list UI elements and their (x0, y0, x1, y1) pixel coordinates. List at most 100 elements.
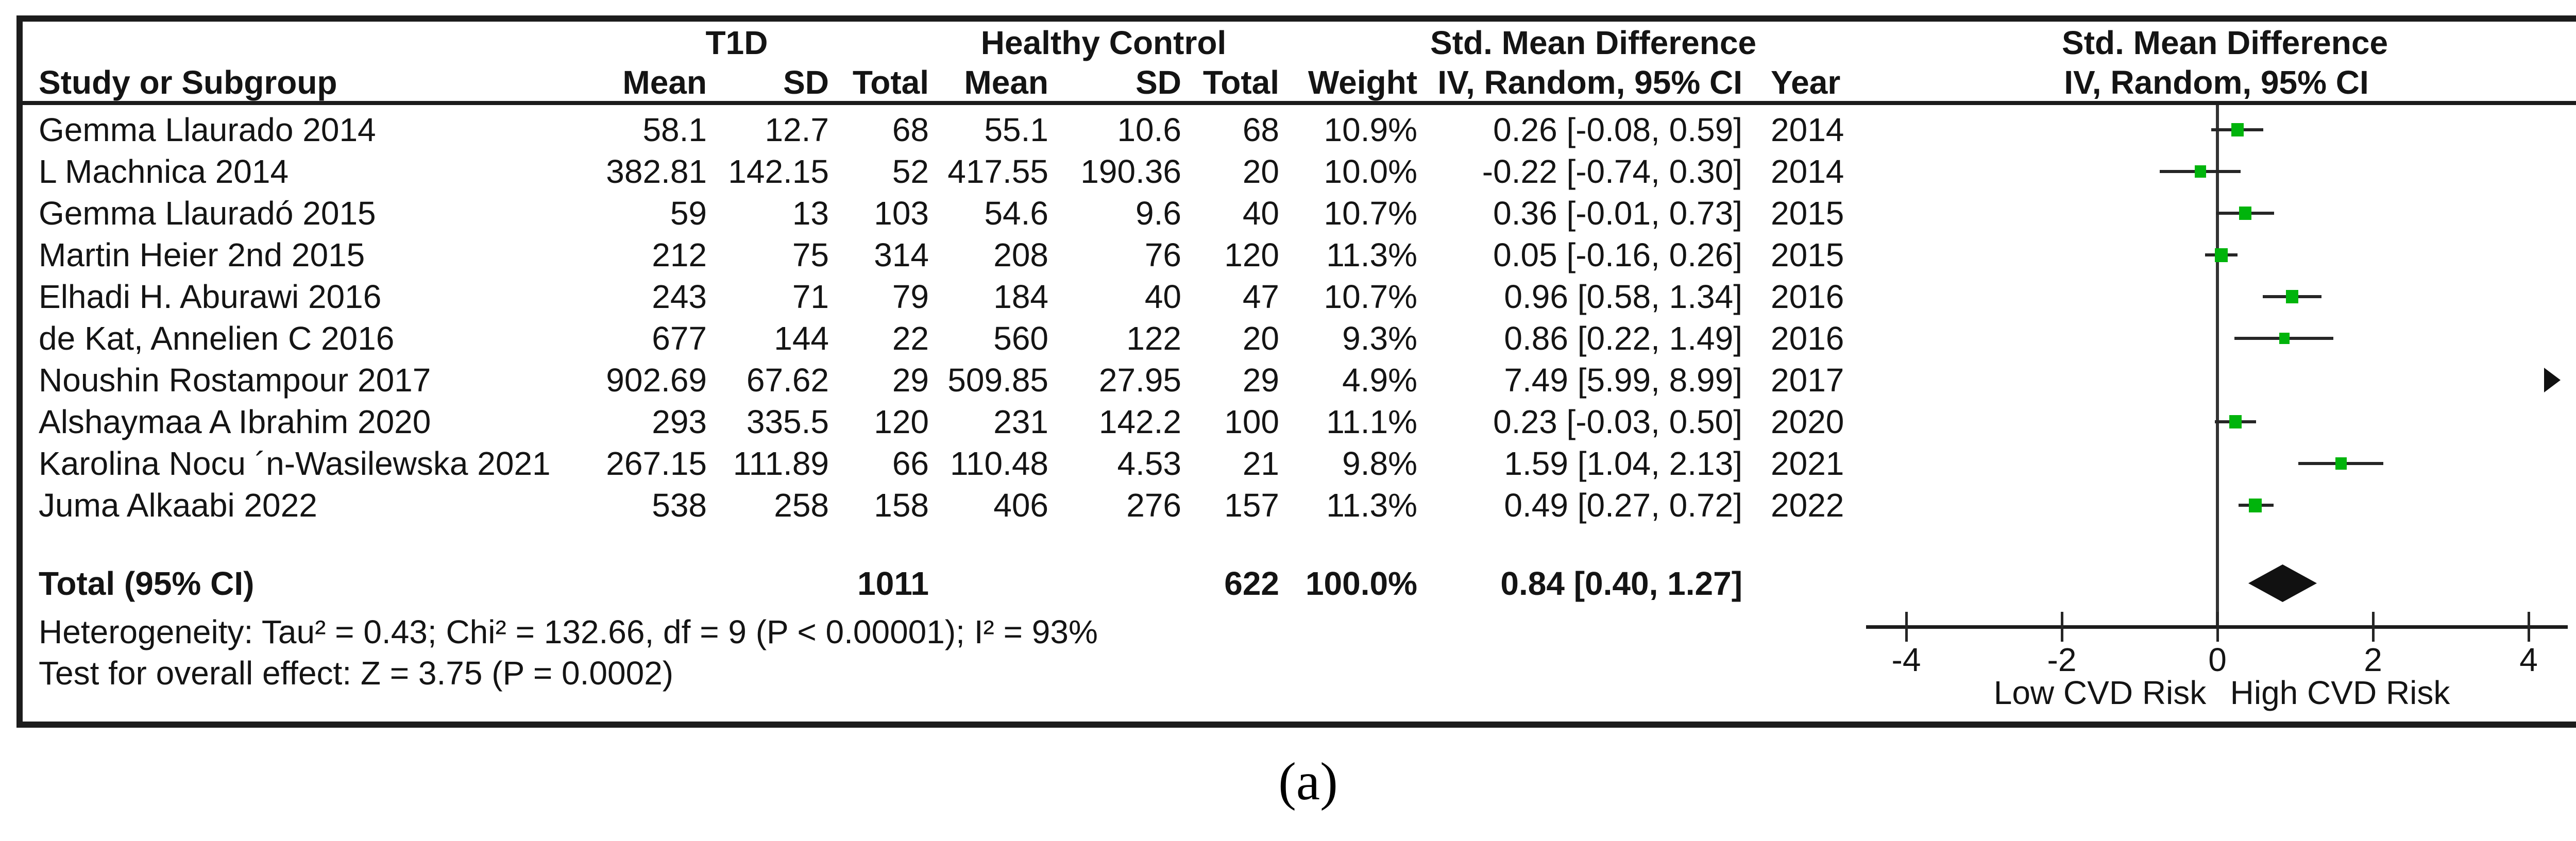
t1d-sd: 67.62 (746, 362, 829, 399)
study-name: Gemma Llaurado 2014 (39, 111, 376, 148)
t1d-total: 158 (874, 487, 929, 524)
hc-sd: 276 (1126, 487, 1181, 524)
smd-ci-text: 0.36 [-0.01, 0.73] (1493, 195, 1742, 232)
study-name: L Machnica 2014 (39, 153, 289, 190)
axis-tick (2061, 612, 2063, 642)
t1d-sd: 144 (774, 320, 829, 357)
column-header-method: IV, Random, 95% CI (1437, 64, 1742, 101)
zero-line (2216, 105, 2219, 625)
column-header-t1d-sd: SD (783, 64, 829, 101)
hc-total: 20 (1242, 320, 1279, 357)
smd-ci-text: 0.23 [-0.03, 0.50] (1493, 403, 1742, 440)
column-header-hc-sd: SD (1136, 64, 1181, 101)
hc-mean: 560 (993, 320, 1048, 357)
t1d-mean: 677 (652, 320, 707, 357)
study-row: Elhadi H. Aburawi 2016 243 71 79 184 40 47 10.7… (0, 276, 2576, 317)
effect-marker (2249, 498, 2262, 512)
t1d-mean: 382.81 (606, 153, 707, 190)
column-header-weight: Weight (1308, 64, 1417, 101)
column-header-hc-total: Total (1202, 64, 1279, 101)
hc-mean: 110.48 (950, 445, 1048, 482)
t1d-sd: 142.15 (728, 153, 829, 190)
hc-sd: 142.2 (1098, 403, 1181, 440)
year: 2014 (1771, 153, 1844, 190)
hc-total: 68 (1242, 111, 1279, 148)
year: 2014 (1771, 111, 1844, 148)
year: 2015 (1771, 195, 1844, 232)
axis-tick (2372, 612, 2375, 642)
study-row: Gemma Llaurado 2014 58.1 12.7 68 55.1 10.6 68 1… (0, 109, 2576, 150)
t1d-mean: 293 (652, 403, 707, 440)
effect-marker (2239, 207, 2252, 220)
axis-tick-label: -4 (1891, 641, 1921, 678)
year: 2020 (1771, 403, 1844, 440)
t1d-total: 314 (874, 236, 929, 273)
hc-total: 40 (1242, 195, 1279, 232)
effect-marker (2194, 165, 2206, 178)
year: 2016 (1771, 278, 1844, 315)
weight: 9.8% (1342, 445, 1417, 482)
t1d-sd: 258 (774, 487, 829, 524)
smd-ci-text: 0.96 [0.58, 1.34] (1504, 278, 1742, 315)
column-header-year: Year (1771, 64, 1841, 101)
weight: 10.7% (1324, 278, 1417, 315)
weight: 11.3% (1326, 487, 1417, 524)
total-row: Total (95% CI) 1011 622 100.0% 0.84 [0.4… (0, 563, 2576, 604)
t1d-total: 22 (892, 320, 929, 357)
column-header-t1d-mean: Mean (622, 64, 707, 101)
column-header-hc-mean: Mean (964, 64, 1048, 101)
effect-marker (2231, 123, 2244, 136)
hc-total: 120 (1224, 236, 1279, 273)
t1d-total: 29 (892, 362, 929, 399)
hc-mean: 184 (993, 278, 1048, 315)
t1d-mean: 902.69 (606, 362, 707, 399)
plot-header-method: IV, Random, 95% CI (2064, 64, 2369, 101)
study-name: Elhadi H. Aburawi 2016 (39, 278, 382, 315)
effect-marker (2335, 457, 2347, 470)
weight: 9.3% (1342, 320, 1417, 357)
hc-mean: 54.6 (984, 195, 1048, 232)
t1d-mean: 243 (652, 278, 707, 315)
effect-marker (2229, 415, 2242, 428)
smd-ci-text: 7.49 [5.99, 8.99] (1504, 362, 1742, 399)
total-weight: 100.0% (1305, 565, 1417, 602)
axis-tick (2216, 612, 2219, 642)
t1d-mean: 58.1 (642, 111, 707, 148)
hc-sd: 76 (1144, 236, 1181, 273)
axis-tick-label: 4 (2519, 641, 2538, 678)
t1d-sd: 71 (792, 278, 829, 315)
t1d-sd: 13 (792, 195, 829, 232)
study-row: L Machnica 2014 382.81 142.15 52 417.55 190.3… (0, 151, 2576, 192)
t1d-sd: 75 (792, 236, 829, 273)
axis-tick-label: 0 (2208, 641, 2227, 678)
smd-ci-text: 0.86 [0.22, 1.49] (1504, 320, 1742, 357)
smd-ci-text: 0.05 [-0.16, 0.26] (1493, 236, 1742, 273)
hc-total: 20 (1242, 153, 1279, 190)
column-group-t1d: T1D (705, 24, 768, 61)
frame-bottom-border (16, 722, 2576, 728)
axis-tick-label: 2 (2364, 641, 2382, 678)
weight: 11.3% (1326, 236, 1417, 273)
smd-ci-text: 0.26 [-0.08, 0.59] (1493, 111, 1742, 148)
weight: 10.0% (1324, 153, 1417, 190)
frame-top-border (16, 15, 2576, 22)
offscale-arrow-icon (2544, 368, 2561, 392)
t1d-sd: 335.5 (746, 403, 829, 440)
hc-mean: 208 (993, 236, 1048, 273)
year: 2021 (1771, 445, 1844, 482)
smd-ci-text: -0.22 [-0.74, 0.30] (1482, 153, 1742, 190)
hc-sd: 122 (1126, 320, 1181, 357)
hc-mean: 417.55 (947, 153, 1048, 190)
study-row: Karolina Nocu ´n-Wasilewska 2021 267.15 11… (0, 443, 2576, 484)
axis-label-low: Low CVD Risk (1993, 674, 2207, 711)
total-smd-ci: 0.84 [0.40, 1.27] (1500, 565, 1742, 602)
t1d-sd: 111.89 (733, 445, 829, 482)
year: 2017 (1771, 362, 1844, 399)
study-row: Gemma Llauradó 2015 59 13 103 54.6 9.6 40 10.7%… (0, 193, 2576, 234)
column-header-study: Study or Subgroup (39, 64, 337, 101)
study-row: Martin Heier 2nd 2015 212 75 314 208 76 120 11.… (0, 234, 2576, 276)
study-name: Karolina Nocu ´n-Wasilewska 2021 (39, 445, 551, 482)
year: 2015 (1771, 236, 1844, 273)
frame-left-border (16, 15, 23, 728)
